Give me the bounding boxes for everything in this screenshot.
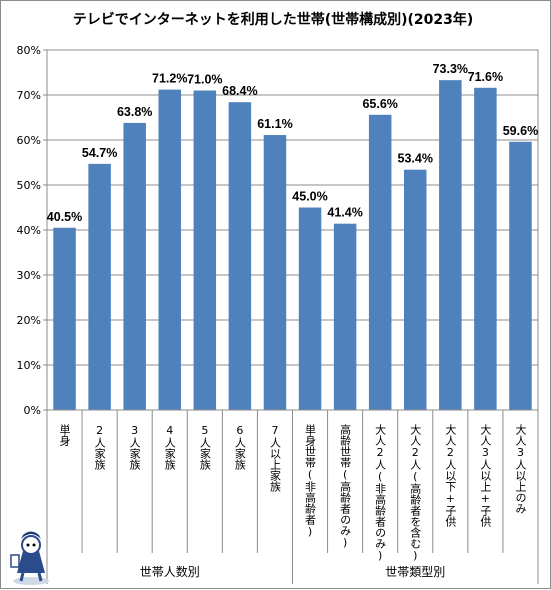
data-label: 54.7% (82, 146, 117, 160)
y-tick-label: 0% (24, 404, 41, 417)
y-tick-label: 10% (17, 359, 41, 372)
bar (228, 102, 252, 410)
bar (404, 169, 427, 410)
bar (53, 227, 76, 410)
data-label: 73.3% (433, 62, 468, 76)
x-tick-label: 大人2人(非高齢者のみ) (374, 423, 387, 562)
data-label: 71.0% (187, 73, 222, 87)
bar (88, 163, 111, 410)
x-tick-label: 4人家族 (163, 424, 176, 470)
x-tick-label: 6人家族 (233, 424, 246, 470)
bar (193, 90, 217, 410)
x-tick-label: 5人家族 (198, 424, 211, 470)
data-labels: 40.5% 54.7% 63.8% 71.2% 71.0%68.4% 61.1% 45.0%… (47, 62, 538, 224)
x-tick-label: 大人2人以下+子供 (444, 423, 457, 527)
data-label: 63.8% (117, 105, 152, 119)
x-tick-label: 大人2人(高齢者を含む) (409, 423, 422, 562)
x-tick-label: 2人家族 (93, 424, 106, 470)
x-tick-label: 7人以上家族 (268, 424, 281, 492)
data-label: 40.5% (47, 210, 82, 224)
mascot-icon (10, 531, 49, 585)
y-tick-label: 80% (17, 44, 41, 57)
data-label: 59.6% (503, 124, 538, 138)
bar (474, 87, 497, 411)
bar (333, 223, 357, 410)
data-label: 53.4% (398, 152, 433, 166)
bar (263, 135, 287, 411)
group-label: 世帯類型別 (385, 565, 445, 579)
y-tick-label: 70% (17, 89, 41, 102)
bar (509, 141, 532, 411)
data-label: 71.6% (468, 70, 503, 84)
data-label: 61.1% (257, 117, 292, 131)
chart-title: テレビでインターネットを利用した世帯(世帯構成別)(2023年) (73, 11, 474, 28)
x-tick-label: 単身世帯(非高齢者) (304, 423, 317, 538)
data-label: 68.4% (222, 84, 257, 98)
bar (298, 207, 322, 410)
data-label: 41.4% (327, 206, 362, 220)
y-tick-label: 60% (17, 134, 41, 147)
y-tick-label: 40% (17, 224, 41, 237)
x-tick-label: 3人家族 (128, 424, 141, 470)
x-tick-label: 大人3人以上のみ (514, 423, 527, 514)
x-tick-label: 単身 (58, 423, 71, 447)
data-label: 71.2% (152, 72, 187, 86)
axes: 0% 10% 20% 30% 40% 50% 60% 70% 80% 単身 2人家族 3人家族 4人家族… (17, 44, 539, 584)
bars (53, 80, 532, 411)
data-label: 65.6% (362, 97, 397, 111)
y-tick-label: 30% (17, 269, 41, 282)
bar (368, 114, 392, 411)
bar (123, 122, 146, 411)
x-tick-label: 高齢世帯(高齢者のみ) (339, 423, 352, 549)
bar (158, 89, 181, 410)
x-tick-label: 大人3人以上+子供 (479, 423, 492, 527)
data-label: 45.0% (292, 190, 327, 204)
y-tick-label: 20% (17, 314, 41, 327)
y-tick-label: 50% (17, 179, 41, 192)
bar (439, 80, 462, 411)
group-label: 世帯人数別 (140, 564, 200, 579)
